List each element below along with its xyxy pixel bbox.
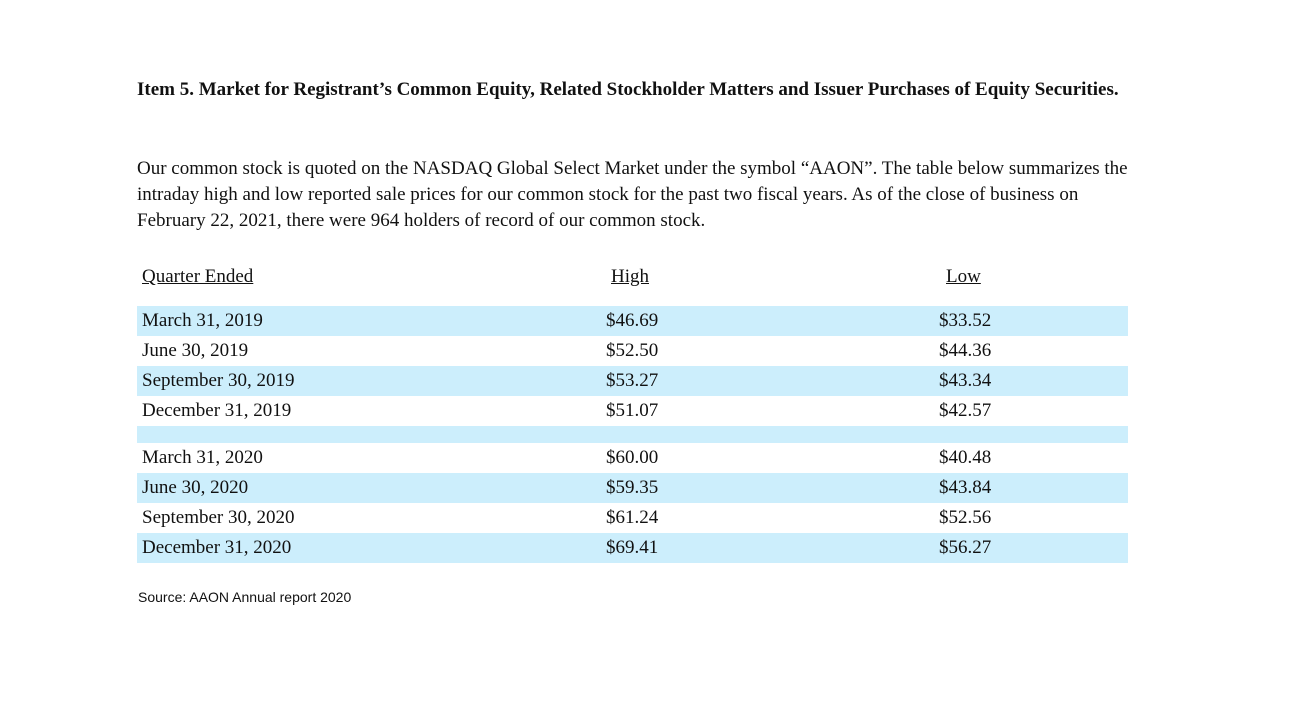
high-cell: $46.69 xyxy=(606,310,659,331)
quarter-cell: June 30, 2019 xyxy=(142,340,249,361)
low-cell: $40.48 xyxy=(939,447,992,468)
table-row: June 30, 2020 $59.35 $43.84 xyxy=(137,473,1128,503)
quarter-cell: December 31, 2019 xyxy=(142,400,292,421)
high-cell: $69.41 xyxy=(606,537,659,558)
intro-paragraph: Our common stock is quoted on the NASDAQ… xyxy=(137,158,1128,231)
year-separator-row xyxy=(137,426,1128,443)
high-cell: $61.24 xyxy=(606,507,659,528)
quarter-cell: December 31, 2020 xyxy=(142,537,292,558)
low-cell: $42.57 xyxy=(939,400,992,421)
header-high: High xyxy=(611,266,649,287)
header-quarter-ended: Quarter Ended xyxy=(142,266,254,287)
low-cell: $44.36 xyxy=(939,340,992,361)
table-row: March 31, 2019 $46.69 $33.52 xyxy=(137,306,1128,336)
section-heading: Item 5. Market for Registrant’s Common E… xyxy=(137,79,1119,100)
quarter-cell: September 30, 2019 xyxy=(142,370,295,391)
quarter-cell: March 31, 2020 xyxy=(142,447,263,468)
source-note: Source: AAON Annual report 2020 xyxy=(138,589,352,605)
low-cell: $56.27 xyxy=(939,537,992,558)
low-cell: $43.84 xyxy=(939,477,992,498)
high-cell: $51.07 xyxy=(606,400,659,421)
table-row: December 31, 2019 $51.07 $42.57 xyxy=(137,396,1128,426)
table-header-row: Quarter Ended High Low xyxy=(137,264,1128,306)
table-row: December 31, 2020 $69.41 $56.27 xyxy=(137,533,1128,563)
stock-price-table: Quarter Ended High Low March 31, 2019 $4… xyxy=(137,264,1128,563)
table-row: September 30, 2020 $61.24 $52.56 xyxy=(137,503,1128,533)
low-cell: $33.52 xyxy=(939,310,992,331)
high-cell: $53.27 xyxy=(606,370,659,391)
table-row: September 30, 2019 $53.27 $43.34 xyxy=(137,366,1128,396)
quarter-cell: June 30, 2020 xyxy=(142,477,249,498)
low-cell: $43.34 xyxy=(939,370,992,391)
high-cell: $59.35 xyxy=(606,477,659,498)
high-cell: $60.00 xyxy=(606,447,659,468)
header-low: Low xyxy=(946,266,981,287)
table-row: June 30, 2019 $52.50 $44.36 xyxy=(137,336,1128,366)
quarter-cell: March 31, 2019 xyxy=(142,310,263,331)
quarter-cell: September 30, 2020 xyxy=(142,507,295,528)
table-row: March 31, 2020 $60.00 $40.48 xyxy=(137,443,1128,473)
low-cell: $52.56 xyxy=(939,507,992,528)
high-cell: $52.50 xyxy=(606,340,659,361)
